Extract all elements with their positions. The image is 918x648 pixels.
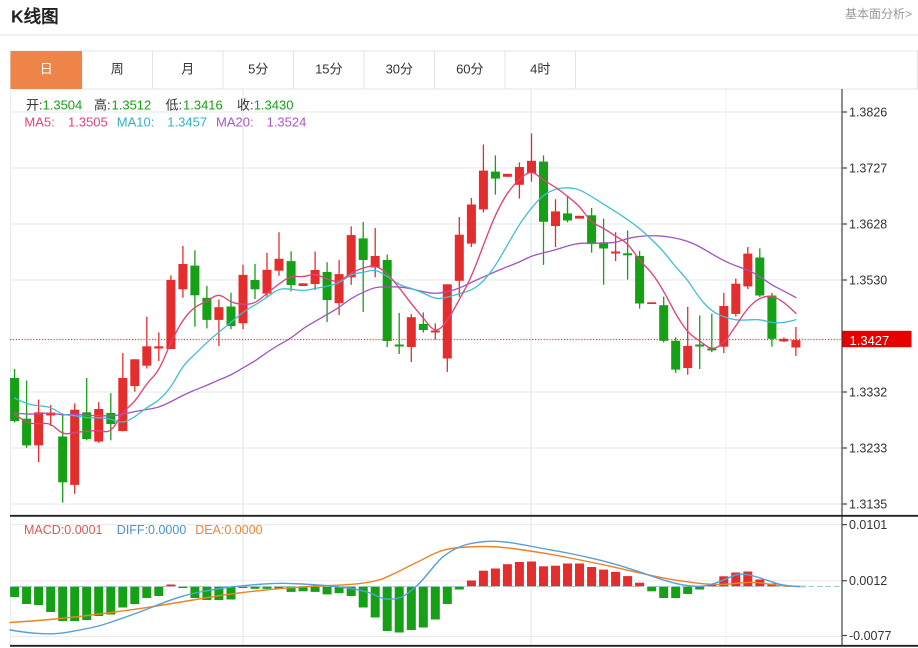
svg-text:1.3332: 1.3332 — [849, 386, 887, 400]
svg-text:30分: 30分 — [386, 62, 413, 77]
svg-text:1.3427: 1.3427 — [850, 333, 890, 348]
svg-text:1.3826: 1.3826 — [849, 106, 887, 120]
svg-text:DEA:0.0000: DEA:0.0000 — [195, 523, 262, 537]
svg-text:K线图: K线图 — [11, 7, 59, 27]
svg-text:1.3628: 1.3628 — [849, 218, 887, 232]
svg-text:开:: 开: — [26, 98, 43, 113]
svg-text:低:: 低: — [166, 98, 183, 113]
svg-text:基本面分析>: 基本面分析> — [845, 7, 912, 21]
svg-text:1.3504: 1.3504 — [43, 98, 83, 113]
svg-text:-0.0077: -0.0077 — [849, 629, 891, 643]
svg-text:高:: 高: — [94, 98, 111, 113]
svg-text:4时: 4时 — [530, 62, 550, 77]
svg-text:MA5:: MA5: — [24, 115, 54, 130]
svg-text:1.3416: 1.3416 — [183, 98, 223, 113]
svg-text:收:: 收: — [237, 98, 254, 113]
svg-text:1.3530: 1.3530 — [849, 274, 887, 288]
svg-text:MACD:0.0001: MACD:0.0001 — [24, 523, 103, 537]
svg-text:MA20:: MA20: — [216, 115, 254, 130]
svg-text:5分: 5分 — [248, 62, 268, 77]
svg-text:1.3457: 1.3457 — [167, 115, 207, 130]
svg-text:1.3430: 1.3430 — [254, 98, 294, 113]
svg-text:1.3512: 1.3512 — [112, 98, 152, 113]
svg-text:0.0101: 0.0101 — [849, 518, 887, 532]
svg-text:1.3135: 1.3135 — [849, 498, 887, 512]
svg-text:1.3233: 1.3233 — [849, 442, 887, 456]
svg-text:60分: 60分 — [456, 62, 483, 77]
svg-text:1.3524: 1.3524 — [267, 115, 307, 130]
svg-text:1.3505: 1.3505 — [68, 115, 108, 130]
svg-text:1.3727: 1.3727 — [849, 162, 887, 176]
svg-text:0.0012: 0.0012 — [849, 574, 887, 588]
svg-text:日: 日 — [40, 62, 53, 77]
svg-text:月: 月 — [181, 62, 194, 77]
svg-text:周: 周 — [111, 62, 124, 77]
svg-text:MA10:: MA10: — [117, 115, 155, 130]
svg-text:15分: 15分 — [315, 62, 342, 77]
svg-text:DIFF:0.0000: DIFF:0.0000 — [117, 523, 187, 537]
